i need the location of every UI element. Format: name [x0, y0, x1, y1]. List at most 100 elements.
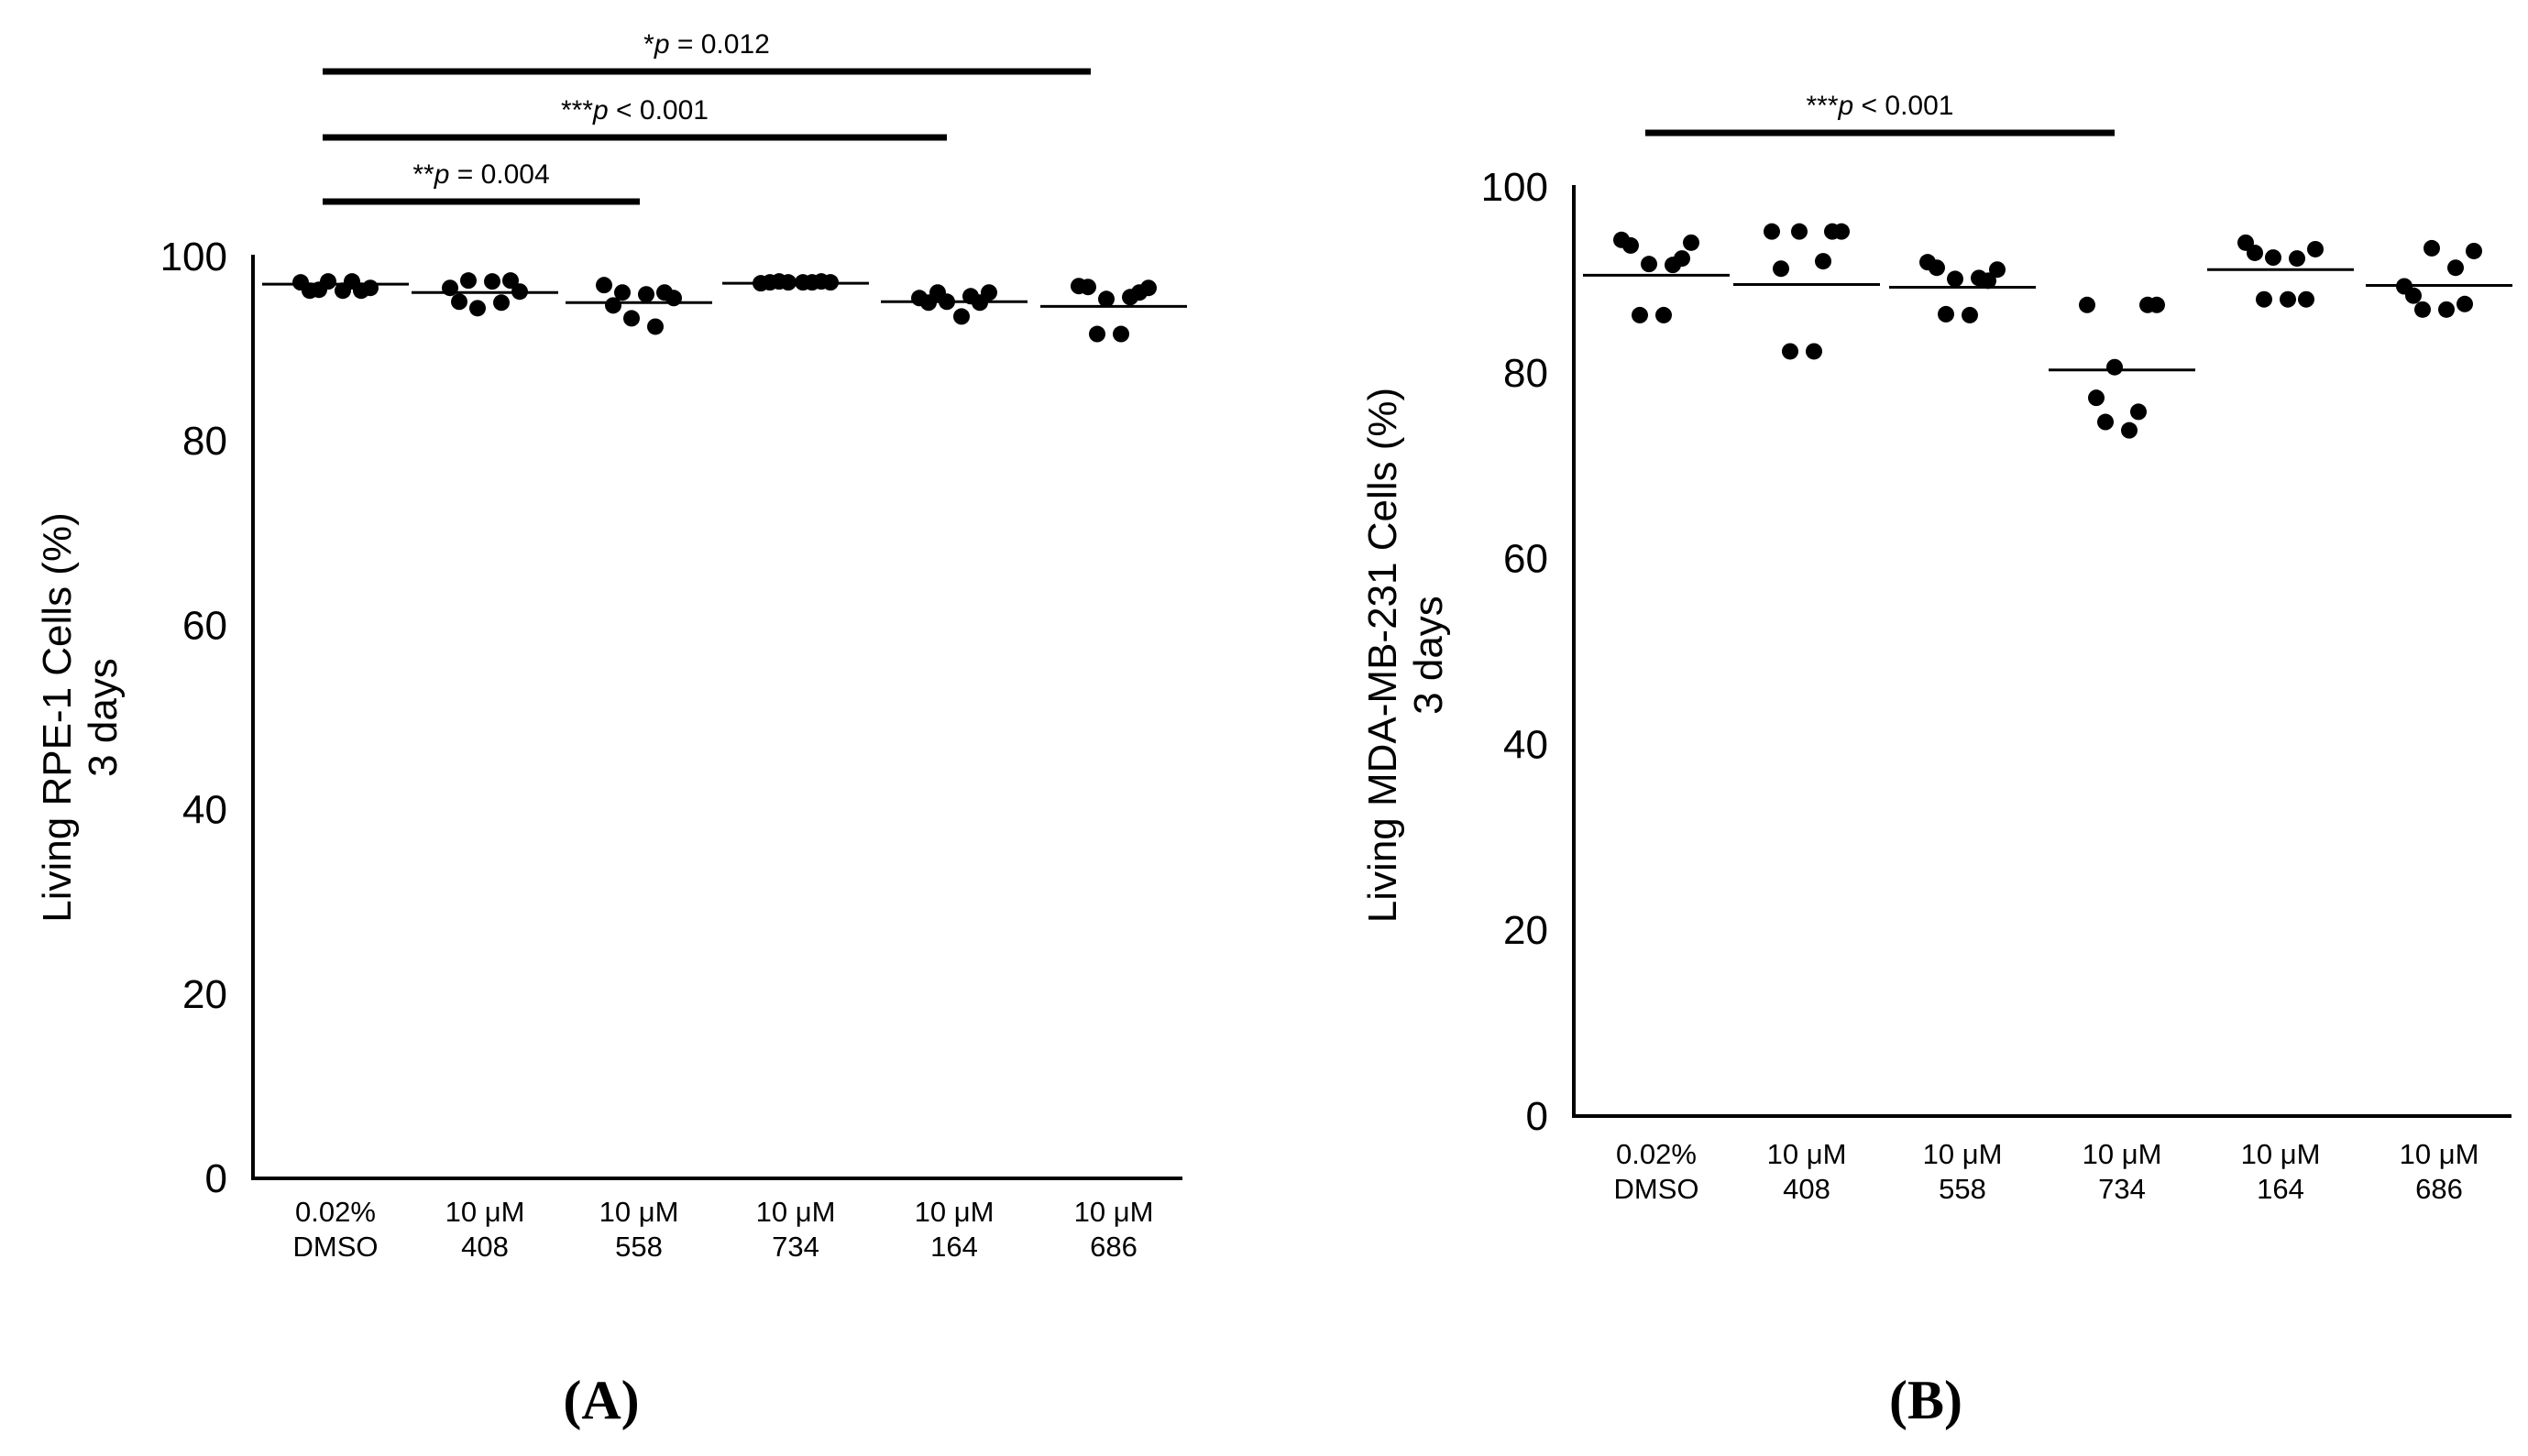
significance-p: p: [592, 95, 609, 126]
significance-label: **p = 0.004: [412, 159, 549, 190]
x-tick-label-line2: 734: [772, 1231, 819, 1263]
data-point: [1980, 272, 1996, 290]
data-point: [2289, 250, 2305, 268]
data-point: [502, 272, 519, 290]
data-point: [2088, 389, 2105, 407]
x-tick-label-line2: 408: [1783, 1173, 1830, 1205]
significance-value: = 0.004: [449, 159, 549, 190]
panel-label: (B): [1889, 1370, 1962, 1430]
data-point: [2079, 296, 2095, 313]
significance-label: *p = 0.012: [643, 29, 770, 60]
significance-label: ***p < 0.001: [561, 95, 709, 126]
data-point: [320, 273, 336, 290]
y-tick-label: 0: [205, 1156, 227, 1201]
data-point: [2149, 296, 2165, 313]
data-point: [2414, 301, 2431, 318]
data-point: [1764, 223, 1780, 240]
data-point: [1674, 250, 1690, 268]
data-point: [1113, 325, 1129, 343]
y-tick-label: 80: [182, 419, 227, 464]
data-point: [1782, 343, 1798, 360]
significance-p: p: [654, 29, 670, 60]
y-axis-subtitle: 3 days: [1406, 596, 1451, 715]
data-point: [953, 308, 970, 325]
data-point: [442, 279, 458, 297]
data-point: [1655, 306, 1672, 323]
y-axis-title: Living RPE-1 Cells (%): [35, 512, 80, 922]
x-tick-label-line2: 164: [2257, 1173, 2304, 1205]
data-point: [1140, 279, 1157, 297]
data-point: [2457, 295, 2473, 312]
data-point: [511, 283, 528, 301]
data-point: [623, 310, 640, 327]
y-tick-label: 80: [1503, 351, 1548, 396]
data-point: [1815, 253, 1831, 270]
data-point: [1773, 260, 1789, 278]
data-point: [638, 286, 654, 303]
data-point: [2097, 413, 2114, 431]
data-point: [2256, 290, 2272, 308]
x-tick-label-line1: 0.02%: [295, 1196, 376, 1228]
y-tick-label: 100: [1481, 165, 1548, 210]
x-tick-label-line1: 10 μM: [2083, 1138, 2162, 1170]
x-tick-label-line2: 164: [930, 1231, 978, 1263]
y-tick-label: 20: [1503, 908, 1548, 953]
data-point: [451, 293, 467, 311]
data-point: [2307, 240, 2324, 257]
data-point: [1989, 261, 2006, 279]
data-point: [484, 273, 500, 290]
y-tick-label: 60: [1503, 537, 1548, 582]
x-tick-label-line1: 10 μM: [445, 1196, 525, 1228]
y-tick-label: 40: [182, 788, 227, 833]
data-point: [1641, 256, 1657, 273]
x-tick-label-line1: 10 μM: [1767, 1138, 1847, 1170]
x-tick-label-line1: 10 μM: [915, 1196, 995, 1228]
x-tick-label-line1: 10 μM: [599, 1196, 679, 1228]
x-tick-label-line2: 408: [461, 1231, 509, 1263]
data-point: [1089, 325, 1105, 343]
data-point: [1806, 343, 1822, 360]
data-point: [2466, 242, 2482, 259]
data-point: [1622, 236, 1639, 254]
data-point: [614, 284, 631, 301]
x-tick-label-line2: 558: [1939, 1173, 1986, 1205]
y-tick-label: 0: [1526, 1094, 1548, 1139]
x-tick-label-line2: DMSO: [1614, 1173, 1699, 1205]
x-tick-label-line1: 10 μM: [1923, 1138, 2003, 1170]
panel-b-chart: 0 20 40 60 80 100 Living MDA-MB-231 Cells (%) 3…: [1360, 91, 2512, 1430]
data-point: [2280, 290, 2296, 308]
significance-value: < 0.001: [1853, 91, 1953, 121]
data-point: [1683, 234, 1699, 251]
data-point: [981, 284, 997, 301]
data-point: [780, 274, 797, 291]
data-point: [1632, 306, 1648, 323]
x-tick-label-line2: 686: [2415, 1173, 2463, 1205]
data-point: [1098, 290, 1115, 308]
significance-stars: **: [412, 159, 434, 190]
data-point: [1929, 259, 1945, 277]
data-point: [822, 274, 839, 291]
x-tick-label-line1: 0.02%: [1616, 1138, 1697, 1170]
significance-value: = 0.012: [670, 29, 770, 60]
data-point: [469, 300, 486, 317]
data-point: [2438, 301, 2455, 318]
panel-a-chart: 0 20 40 60 80 100 Living RPE-1 Cells (%) 3 days…: [35, 29, 1187, 1430]
data-point: [1833, 223, 1850, 240]
y-tick-label: 60: [182, 603, 227, 648]
data-point: [939, 293, 955, 311]
data-point: [2130, 403, 2147, 421]
y-tick-label: 100: [160, 235, 227, 279]
data-point: [1947, 270, 1963, 288]
data-point: [1962, 306, 1978, 323]
x-tick-label-line2: 558: [615, 1231, 663, 1263]
data-point: [2121, 421, 2138, 439]
data-point: [1791, 223, 1808, 240]
x-tick-label-line1: 10 μM: [756, 1196, 836, 1228]
y-axis-subtitle: 3 days: [81, 658, 126, 777]
significance-stars: ***: [1807, 91, 1839, 121]
data-point: [493, 294, 510, 312]
x-tick-label-line2: 734: [2098, 1173, 2146, 1205]
data-point: [2298, 290, 2314, 308]
data-point: [596, 277, 612, 294]
x-tick-label-line1: 10 μM: [1074, 1196, 1154, 1228]
